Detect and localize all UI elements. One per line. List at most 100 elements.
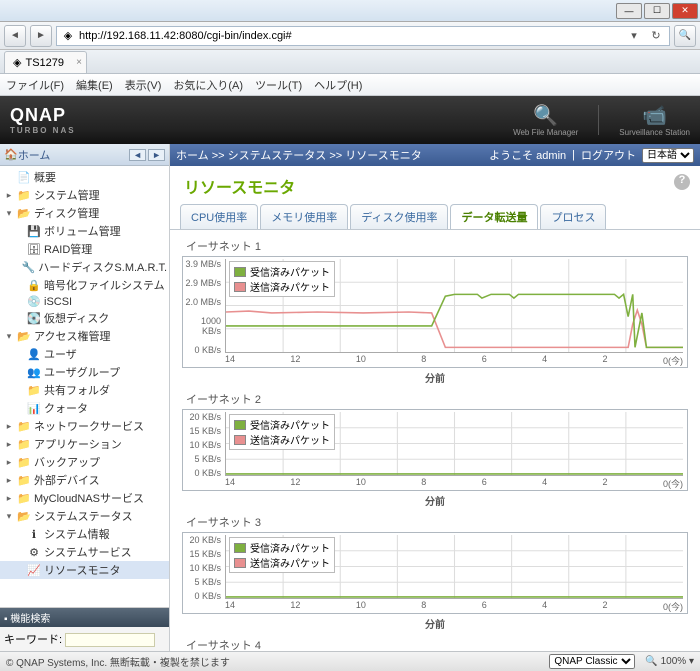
tab-favicon: ◈	[13, 56, 21, 69]
tree-node-icon: 📂	[17, 207, 31, 220]
language-select[interactable]: 日本語	[642, 148, 694, 163]
nav-forward-button[interactable]: ►	[30, 25, 52, 47]
tree-item[interactable]: 📊クォータ	[0, 399, 169, 417]
tree-item[interactable]: 🗄RAID管理	[0, 240, 169, 258]
tree-twisty-icon[interactable]: ▸	[4, 439, 14, 450]
theme-select[interactable]: QNAP Classic	[549, 654, 635, 669]
tree-node-label: MyCloudNASサービス	[34, 490, 144, 506]
chart-y-labels: 3.9 MB/s2.9 MB/s2.0 MB/s1000 KB/s0 KB/s	[181, 257, 223, 355]
tree-item[interactable]: ▸📁バックアップ	[0, 453, 169, 471]
tree-item[interactable]: 💽仮想ディスク	[0, 309, 169, 327]
tree-node-label: 共有フォルダ	[44, 382, 110, 398]
tree-node-label: システムサービス	[44, 544, 132, 560]
chart-title: イーサネット 1	[186, 238, 688, 254]
tree-item[interactable]: ℹシステム情報	[0, 525, 169, 543]
tree-node-label: 暗号化ファイルシステム	[44, 277, 165, 293]
brand-logo: QNAP TURBO NAS	[10, 105, 76, 135]
tree-node-label: リソースモニタ	[44, 562, 120, 578]
menu-item[interactable]: ツール(T)	[255, 77, 302, 93]
tree-item[interactable]: 💿iSCSI	[0, 294, 169, 309]
tree-item[interactable]: ▸📁システム管理	[0, 186, 169, 204]
header-shortcut[interactable]: 📹Surveillance Station	[619, 103, 690, 137]
tree-twisty-icon[interactable]: ▸	[4, 421, 14, 432]
content-area: ホーム >> システムステータス >> リソースモニタ ようこそ admin |…	[170, 144, 700, 651]
window-maximize-button[interactable]: ☐	[644, 3, 670, 19]
tree-node-icon: 👤	[27, 348, 41, 361]
sidebar-next-button[interactable]: ►	[148, 149, 165, 161]
window-minimize-button[interactable]: —	[616, 3, 642, 19]
tree-node-label: ハードディスクS.M.A.R.T.	[38, 259, 167, 275]
tree-item[interactable]: ▸📁外部デバイス	[0, 471, 169, 489]
page-tab[interactable]: データ転送量	[450, 204, 538, 229]
tree-item[interactable]: ▾📂システムステータス	[0, 507, 169, 525]
tree-node-icon: 💿	[27, 295, 41, 308]
chart-legend: 受信済みパケット送信済みパケット	[229, 261, 335, 297]
page-tab[interactable]: プロセス	[540, 204, 606, 229]
page-tab[interactable]: メモリ使用率	[260, 204, 348, 229]
tree-twisty-icon[interactable]: ▸	[4, 457, 14, 468]
home-label[interactable]: ホーム	[18, 147, 51, 163]
keyword-input[interactable]	[65, 633, 155, 647]
browser-tab[interactable]: ◈ TS1279 ×	[4, 51, 87, 73]
menu-item[interactable]: 表示(V)	[125, 77, 162, 93]
tree-item[interactable]: 👤ユーザ	[0, 345, 169, 363]
menu-item[interactable]: 編集(E)	[76, 77, 113, 93]
tree-item[interactable]: ⚙システムサービス	[0, 543, 169, 561]
tree-item[interactable]: ▸📁アプリケーション	[0, 435, 169, 453]
menu-item[interactable]: ファイル(F)	[6, 77, 64, 93]
zoom-indicator[interactable]: 🔍 100% ▾	[645, 656, 694, 667]
tree-twisty-icon[interactable]: ▸	[4, 190, 14, 201]
sidebar-home-bar: 🏠 ホーム ◄ ►	[0, 144, 169, 166]
header-shortcut-icon: 📹	[642, 103, 667, 128]
keyword-label: キーワード:	[4, 634, 62, 646]
url-input[interactable]	[79, 30, 621, 42]
chart-box: 20 KB/s15 KB/s10 KB/s5 KB/s0 KB/s受信済みパケッ…	[182, 532, 688, 614]
tree-twisty-icon[interactable]: ▸	[4, 475, 14, 486]
header-shortcut[interactable]: 🔍Web File Manager	[513, 103, 578, 137]
tree-node-label: システム情報	[44, 526, 110, 542]
nav-back-button[interactable]: ◄	[4, 25, 26, 47]
tree-node-icon: 📁	[17, 420, 31, 433]
charts-container: イーサネット 1 3.9 MB/s2.9 MB/s2.0 MB/s1000 KB/…	[170, 230, 700, 651]
tree-twisty-icon[interactable]: ▾	[4, 511, 14, 522]
tree-item[interactable]: 🔧ハードディスクS.M.A.R.T.	[0, 258, 169, 276]
window-close-button[interactable]: ✕	[672, 3, 698, 19]
tree-node-icon: 💾	[27, 225, 41, 238]
refresh-icon[interactable]: ↻	[647, 29, 665, 42]
tree-twisty-icon[interactable]: ▾	[4, 208, 14, 219]
tree-node-icon: 📁	[17, 438, 31, 451]
url-dropdown-icon[interactable]: ▾	[625, 29, 643, 42]
tree-twisty-icon[interactable]: ▾	[4, 331, 14, 342]
tree-item[interactable]: ▸📁MyCloudNASサービス	[0, 489, 169, 507]
tree-item[interactable]: 📄概要	[0, 168, 169, 186]
chart-x-labels: 14121086420(今)	[225, 477, 683, 490]
page-tab[interactable]: ディスク使用率	[350, 204, 448, 229]
chart-title: イーサネット 4	[186, 637, 688, 651]
sidebar-prev-button[interactable]: ◄	[129, 149, 146, 161]
menu-item[interactable]: ヘルプ(H)	[314, 77, 362, 93]
tree-item[interactable]: 💾ボリューム管理	[0, 222, 169, 240]
tree-node-icon: 👥	[27, 366, 41, 379]
menu-item[interactable]: お気に入り(A)	[173, 77, 243, 93]
page-tab[interactable]: CPU使用率	[180, 204, 258, 229]
address-bar[interactable]: ◈ ▾ ↻	[56, 26, 670, 46]
tree-node-label: RAID管理	[44, 241, 92, 257]
chart-block: イーサネット 420 KB/s受信済みパケット	[182, 637, 688, 651]
tree-node-label: ユーザ	[44, 346, 77, 362]
tree-item[interactable]: 📁共有フォルダ	[0, 381, 169, 399]
logout-link[interactable]: ログアウト	[581, 147, 636, 163]
tree-node-label: 概要	[34, 169, 56, 185]
help-icon[interactable]: ?	[674, 174, 690, 190]
tree-item[interactable]: 👥ユーザグループ	[0, 363, 169, 381]
tree-item[interactable]: ▾📂ディスク管理	[0, 204, 169, 222]
tree-twisty-icon[interactable]: ▸	[4, 493, 14, 504]
home-icon[interactable]: 🏠	[4, 148, 18, 161]
tree-item[interactable]: 🔒暗号化ファイルシステム	[0, 276, 169, 294]
tree-item[interactable]: ▸📁ネットワークサービス	[0, 417, 169, 435]
search-button[interactable]: 🔍	[674, 25, 696, 47]
tree-item[interactable]: ▾📂アクセス権管理	[0, 327, 169, 345]
tree-node-label: ネットワークサービス	[34, 418, 144, 434]
header-shortcut-icon: 🔍	[533, 103, 558, 128]
tab-close-icon[interactable]: ×	[76, 57, 82, 68]
tree-item[interactable]: 📈リソースモニタ	[0, 561, 169, 579]
